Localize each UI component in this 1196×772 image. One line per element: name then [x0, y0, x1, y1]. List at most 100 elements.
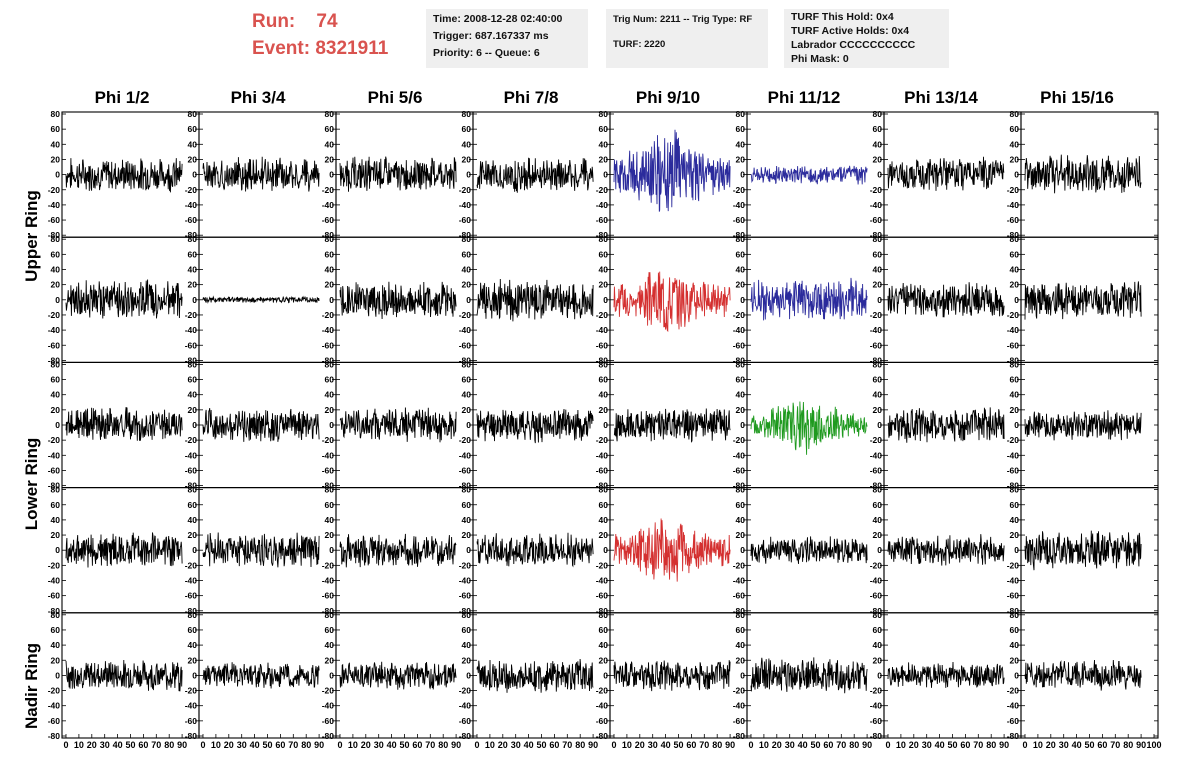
y-tick-label: -40 — [185, 200, 198, 210]
waveform-trace — [202, 295, 320, 304]
x-tick-label: 90 — [451, 740, 461, 750]
x-tick-label: 20 — [1046, 740, 1056, 750]
y-tick-label: 80 — [736, 485, 746, 495]
y-tick-label: -60 — [48, 591, 61, 601]
x-tick-label: 20 — [87, 740, 97, 750]
y-tick-label: -60 — [870, 340, 883, 350]
y-tick-label: 80 — [599, 485, 609, 495]
y-tick-label: -80 — [459, 606, 472, 616]
y-tick-label: -80 — [322, 606, 335, 616]
y-tick-label: -80 — [733, 606, 746, 616]
y-tick-label: -40 — [870, 701, 883, 711]
y-tick-label: -80 — [733, 731, 746, 741]
waveform-trace — [65, 407, 183, 441]
x-tick-label: 30 — [922, 740, 932, 750]
y-tick-label: 80 — [462, 610, 472, 620]
y-tick-label: -20 — [322, 560, 335, 570]
y-tick-label: -80 — [459, 355, 472, 365]
y-tick-label: -60 — [185, 465, 198, 475]
y-tick-label: -20 — [870, 310, 883, 320]
y-tick-label: 20 — [188, 655, 198, 665]
x-tick-label: 10 — [485, 740, 495, 750]
x-tick-label: 30 — [237, 740, 247, 750]
y-tick-label: 40 — [1010, 139, 1020, 149]
y-tick-label: 0 — [466, 420, 471, 430]
y-tick-label: 80 — [51, 234, 61, 244]
y-tick-label: 20 — [462, 154, 472, 164]
x-tick-label: 40 — [661, 740, 671, 750]
column-header-phi-13-14: Phi 13/14 — [904, 88, 978, 107]
y-tick-label: -60 — [1007, 591, 1020, 601]
y-tick-label: -40 — [733, 701, 746, 711]
y-tick-label: -80 — [322, 731, 335, 741]
waveform-trace — [887, 534, 1005, 566]
y-tick-label: -40 — [459, 576, 472, 586]
y-tick-label: 60 — [188, 625, 198, 635]
y-tick-label: -60 — [185, 215, 198, 225]
x-tick-label: 90 — [862, 740, 872, 750]
y-tick-label: -40 — [733, 576, 746, 586]
y-tick-label: -80 — [596, 731, 609, 741]
y-tick-label: -40 — [185, 576, 198, 586]
y-tick-label: 60 — [325, 249, 335, 259]
y-tick-label: -60 — [596, 591, 609, 601]
y-tick-label: -40 — [870, 325, 883, 335]
x-tick-label: 0 — [885, 740, 890, 750]
x-tick-label: 70 — [836, 740, 846, 750]
y-tick-label: -80 — [870, 606, 883, 616]
y-tick-label: -20 — [322, 310, 335, 320]
y-tick-label: 40 — [325, 640, 335, 650]
y-tick-label: 0 — [877, 670, 882, 680]
waveform-trace — [1024, 154, 1142, 194]
y-tick-label: -60 — [733, 340, 746, 350]
y-tick-label: 40 — [325, 139, 335, 149]
y-tick-label: -60 — [870, 591, 883, 601]
x-tick-label: 90 — [177, 740, 187, 750]
y-tick-label: -60 — [733, 215, 746, 225]
event-value: 8321911 — [315, 38, 389, 59]
waveform-trace — [339, 407, 457, 443]
y-tick-label: -40 — [596, 200, 609, 210]
y-tick-label: 80 — [51, 610, 61, 620]
y-tick-label: -60 — [459, 215, 472, 225]
y-tick-label: 40 — [599, 265, 609, 275]
y-tick-label: -40 — [1007, 450, 1020, 460]
x-tick-label: 20 — [772, 740, 782, 750]
y-tick-label: 40 — [325, 515, 335, 525]
y-tick-label: -80 — [870, 230, 883, 240]
y-tick-label: -20 — [596, 435, 609, 445]
y-tick-label: 80 — [1010, 610, 1020, 620]
y-tick-label: -20 — [185, 185, 198, 195]
y-tick-label: 80 — [325, 109, 335, 119]
y-tick-label: -80 — [1007, 481, 1020, 491]
y-tick-label: -60 — [596, 215, 609, 225]
y-tick-label: 80 — [599, 610, 609, 620]
x-tick-label: 80 — [849, 740, 859, 750]
waveform-trace — [65, 659, 183, 692]
time-info-panel: Time: 2008-12-28 02:40:00 Trigger: 687.1… — [426, 9, 588, 68]
column-header-phi-5-6: Phi 5/6 — [367, 88, 423, 107]
x-tick-label: 70 — [425, 740, 435, 750]
x-tick-label: 0 — [63, 740, 68, 750]
x-tick-label: 100 — [1146, 740, 1161, 750]
y-tick-label: -80 — [1007, 606, 1020, 616]
y-tick-label: 20 — [325, 280, 335, 290]
x-tick-label: 0 — [611, 740, 616, 750]
y-tick-label: -80 — [1007, 731, 1020, 741]
y-tick-label: 0 — [740, 670, 745, 680]
waveform-trace — [613, 660, 731, 692]
x-tick-label: 10 — [74, 740, 84, 750]
y-tick-label: -60 — [1007, 716, 1020, 726]
waveform-trace — [202, 662, 320, 689]
y-tick-label: 0 — [55, 420, 60, 430]
y-tick-label: 60 — [873, 625, 883, 635]
y-tick-label: -80 — [48, 606, 61, 616]
x-tick-label: 20 — [498, 740, 508, 750]
y-tick-label: -60 — [322, 340, 335, 350]
y-tick-label: -40 — [459, 200, 472, 210]
y-tick-label: -80 — [596, 606, 609, 616]
x-tick-label: 60 — [1097, 740, 1107, 750]
y-tick-label: -40 — [322, 325, 335, 335]
y-tick-label: 20 — [736, 655, 746, 665]
x-tick-label: 60 — [686, 740, 696, 750]
